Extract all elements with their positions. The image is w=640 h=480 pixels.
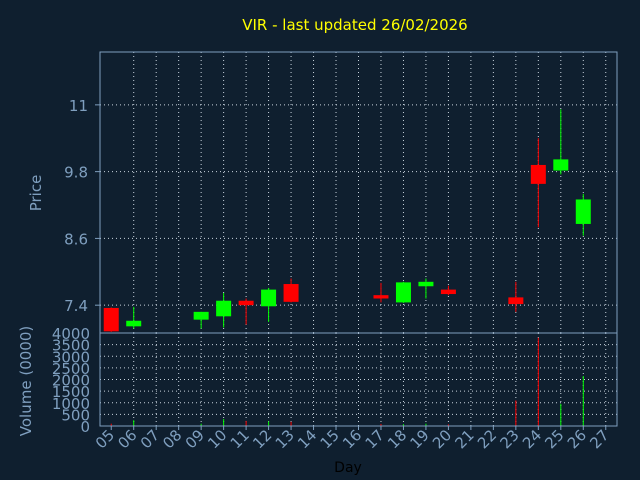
candle-body [395,282,411,303]
volume-grid [100,332,617,427]
price-grid [100,52,617,333]
candle-body [508,297,524,305]
candle-body [238,300,254,306]
x-tick-labels: 0506070809101112131415161718192021222324… [92,426,613,452]
candle-body [530,164,546,184]
y-axis-label: Price [27,175,45,212]
volume-tick-label: 2000 [52,372,90,390]
price-tick-label: 11 [69,97,88,115]
x-tick-label: 27 [586,426,612,452]
chart-title: VIR - last updated 26/02/2026 [242,16,467,34]
volume-tick-label: 0 [80,418,90,436]
candle-body [193,311,209,320]
volume-bars [110,337,584,426]
volume-tick-label: 2500 [52,360,90,378]
candle-body [440,289,456,295]
candles [103,109,591,332]
candle-body [373,295,389,299]
candle-body [126,320,142,327]
volume-tick-label: 1500 [52,383,90,401]
candle-body [575,199,591,224]
candle-body [216,300,232,317]
candle-body [283,284,299,302]
volume-tick-label: 3500 [52,337,90,355]
volume-panel-frame [99,332,618,427]
candle-body [261,289,277,307]
volume-tick-label: 500 [61,406,90,424]
candle-body [103,307,119,332]
volume-tick-label: 4000 [52,325,90,343]
price-tick-labels: 7.4 8.6 9.8 11 [64,97,100,315]
candle-body [418,281,434,287]
price-tick-label: 8.6 [64,230,88,248]
volume-axis-label: Volume (0000) [17,326,35,436]
price-tick-label: 9.8 [64,164,88,182]
volume-tick-label: 1000 [52,395,90,413]
price-tick-label: 7.4 [64,297,88,315]
volume-tick-label: 3000 [52,348,90,366]
x-axis-label: Day [334,460,362,476]
candle-body [553,159,569,171]
